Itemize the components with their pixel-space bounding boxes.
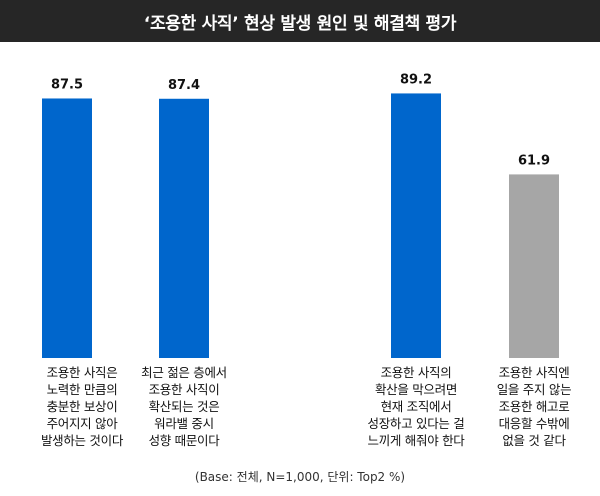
category-label-4: 조용한 사직엔 일을 주지 않는 조용한 해고로 대응할 수밖에 없을 것 같다 (496, 365, 572, 448)
bar-value-label-3: 89.2 (400, 72, 432, 87)
category-label-1: 조용한 사직은 노력한 만큼의 충분한 보상이 주어지지 않아 발생하는 것이다 (40, 365, 124, 448)
footnote: (Base: 전체, N=1,000, 단위: Top2 %) (194, 470, 406, 484)
category-label-3: 조용한 사직의 확산을 막으려면 현재 조직에서 성장하고 있다는 걸 느끼게 … (367, 365, 465, 448)
bar-1 (42, 98, 92, 358)
chart-title: ‘조용한 사직’ 현상 발생 원인 및 해결책 평가 (143, 13, 457, 34)
bar-4 (509, 174, 559, 358)
category-label-2: 최근 젊은 층에서 조용한 사직이 확산되는 것은 워라밸 중시 성향 때문이다 (141, 365, 227, 448)
bar-value-label-2: 87.4 (168, 78, 200, 93)
bar-value-label-4: 61.9 (518, 153, 550, 168)
chart-title-bar: ‘조용한 사직’ 현상 발생 원인 및 해결책 평가 (0, 0, 600, 42)
bar-3 (391, 93, 441, 358)
bar-2 (159, 98, 209, 358)
bar-value-label-1: 87.5 (51, 77, 83, 92)
